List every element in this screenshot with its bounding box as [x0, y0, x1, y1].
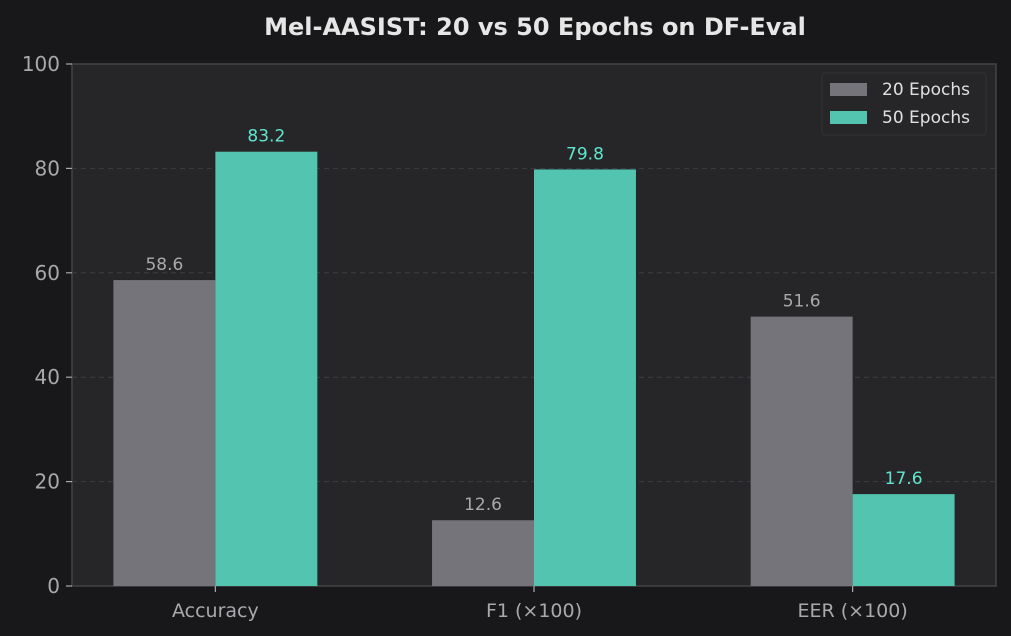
legend-swatch: [830, 111, 867, 124]
bar: [215, 151, 318, 587]
data-label: 79.8: [566, 144, 604, 164]
chart-title: Mel-AASIST: 20 vs 50 Epochs on DF-Eval: [264, 13, 806, 41]
bar: [852, 494, 955, 586]
x-tick-label: EER (×100): [797, 600, 907, 622]
data-label: 12.6: [464, 495, 502, 515]
x-tick-label: F1 (×100): [486, 600, 582, 622]
bar: [750, 316, 853, 586]
data-label: 83.2: [247, 127, 285, 147]
y-tick-label: 80: [35, 156, 60, 180]
y-tick-label: 60: [35, 261, 60, 285]
data-label: 58.6: [145, 255, 183, 275]
bar: [534, 169, 636, 586]
y-tick-label: 100: [22, 52, 60, 76]
legend-label: 50 Epochs: [882, 108, 970, 128]
bar: [432, 520, 534, 586]
legend-swatch: [830, 83, 867, 96]
legend-label: 20 Epochs: [882, 80, 970, 100]
x-tick-label: Accuracy: [172, 600, 259, 622]
data-label: 17.6: [885, 469, 923, 489]
data-label: 51.6: [783, 292, 821, 312]
y-tick-label: 40: [35, 365, 60, 389]
bar: [113, 280, 216, 586]
y-tick-label: 20: [35, 470, 60, 494]
y-tick-label: 0: [47, 574, 60, 598]
